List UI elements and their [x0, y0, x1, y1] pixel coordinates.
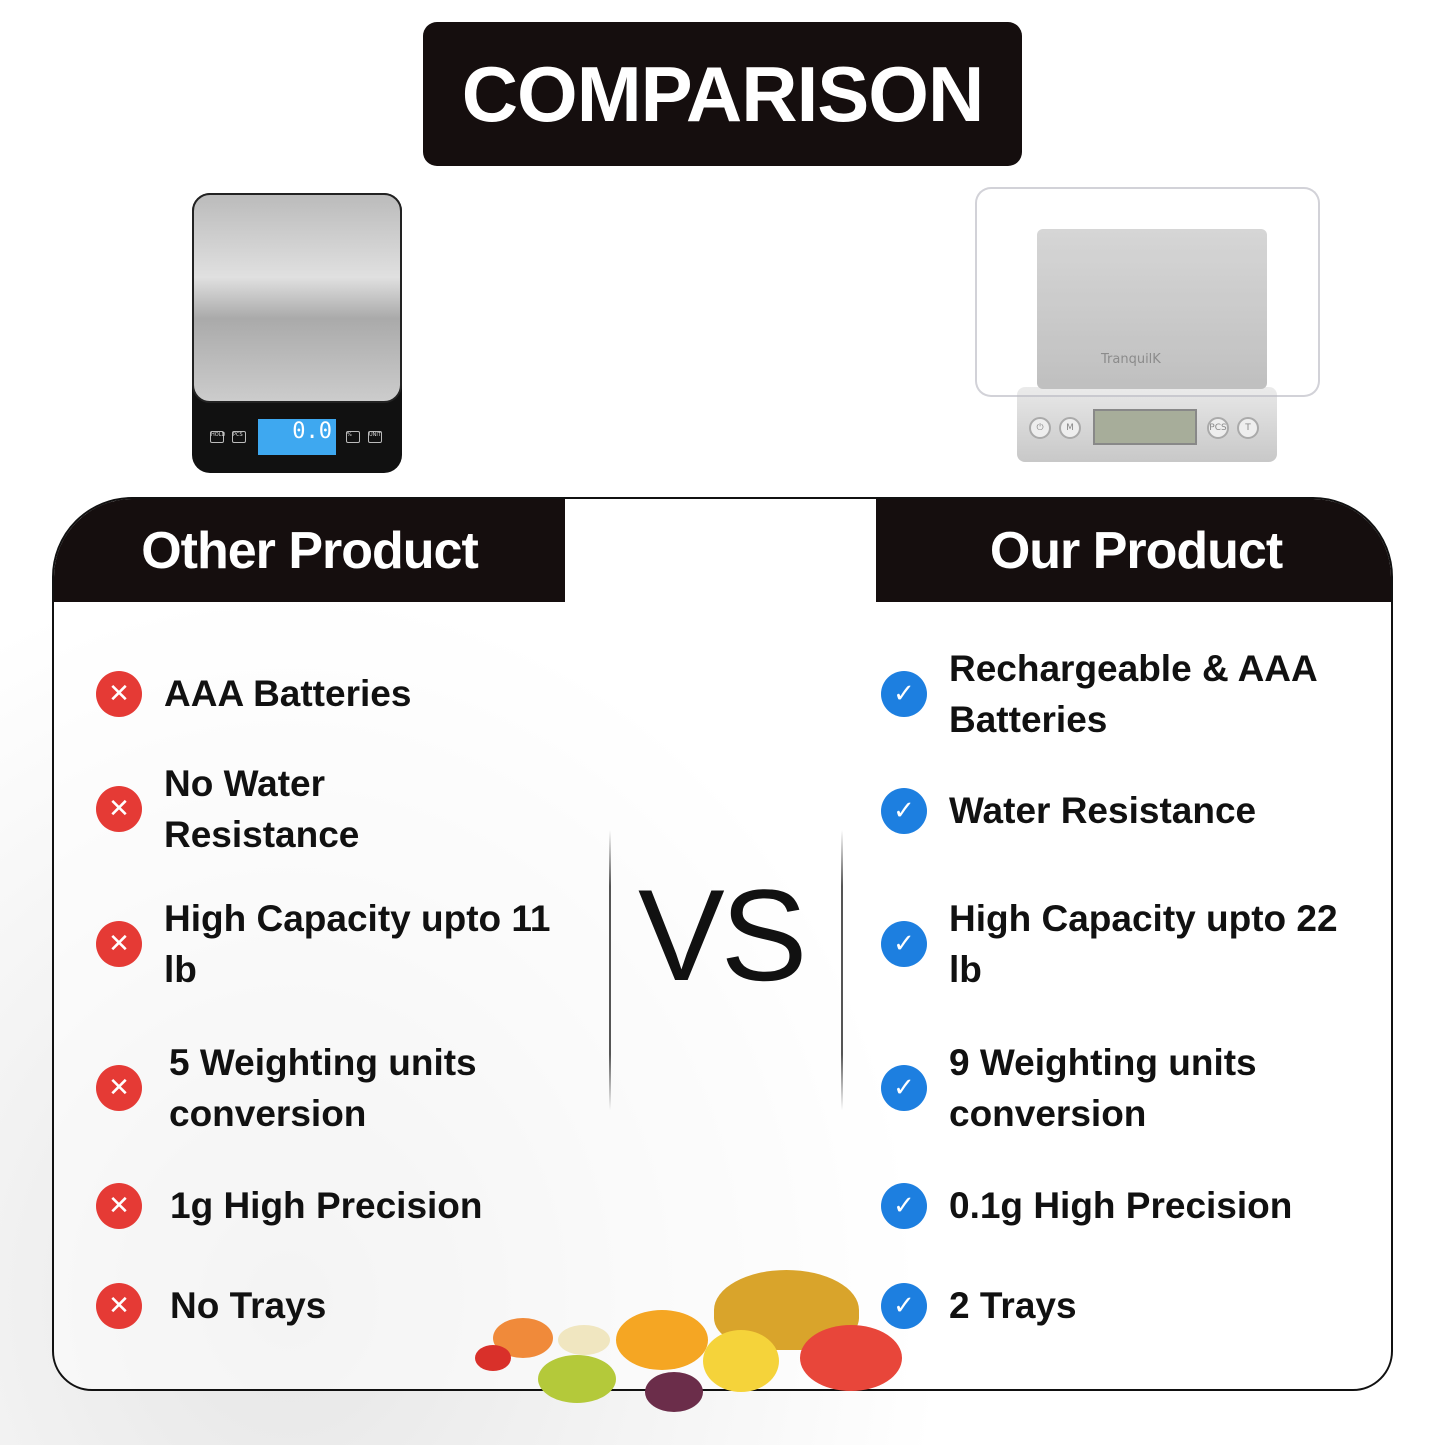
check-icon: ✓	[881, 671, 927, 717]
our-feature: High Capacity upto 22 lb	[949, 898, 1338, 990]
our-feature: Water Resistance	[949, 790, 1257, 831]
scale-button: ⏻	[1029, 417, 1051, 439]
cross-icon: ✕	[96, 1182, 142, 1229]
cross-icon: ✕	[96, 1065, 142, 1111]
scale-button: PCS	[1207, 417, 1229, 439]
check-icon: ✓	[881, 787, 927, 834]
other-feature: 1g High Precision	[170, 1185, 483, 1226]
other-product-heading: Other Product	[54, 499, 565, 602]
scale-button: T	[1237, 417, 1259, 439]
brand-logo: TranquilK	[1101, 352, 1161, 367]
scale-button: M	[1059, 417, 1081, 439]
check-icon: ✓	[881, 1282, 927, 1329]
our-feature: 0.1g High Precision	[949, 1185, 1293, 1226]
tray	[975, 187, 1320, 397]
cross-icon: ✕	[96, 786, 142, 832]
scale-display: 0.0	[258, 419, 336, 455]
other-feature: AAA Batteries	[164, 673, 412, 714]
page-title: COMPARISON	[423, 22, 1022, 166]
divider	[609, 830, 611, 1110]
scale-button: PCS	[232, 431, 246, 443]
scale-button: %	[346, 431, 360, 443]
other-feature: 5 Weighting units conversion	[169, 1042, 477, 1134]
check-icon: ✓	[881, 921, 927, 967]
vs-label: VS	[638, 862, 807, 1008]
other-feature: No Water Resistance	[164, 763, 360, 855]
our-feature: 2 Trays	[949, 1285, 1077, 1326]
other-feature: No Trays	[170, 1285, 327, 1326]
check-icon: ✓	[881, 1065, 927, 1111]
scale-button: UNIT	[368, 431, 382, 443]
comparison-card: Other Product Our Product	[52, 497, 1393, 1391]
other-feature: High Capacity upto 11 lb	[164, 898, 551, 990]
our-product-image: ⏻ M PCS T TranquilK	[975, 187, 1320, 470]
cross-icon: ✕	[96, 670, 142, 717]
our-feature: Rechargeable & AAA Batteries	[949, 648, 1317, 740]
divider	[841, 830, 843, 1110]
our-product-heading: Our Product	[876, 499, 1391, 602]
cross-icon: ✕	[96, 921, 142, 967]
cross-icon: ✕	[96, 1282, 142, 1329]
check-icon: ✓	[881, 1182, 927, 1229]
scale-button: HOLD	[210, 431, 225, 443]
other-product-image: 0.0 HOLD PCS % UNIT	[192, 193, 402, 473]
our-feature: 9 Weighting units conversion	[949, 1042, 1257, 1134]
